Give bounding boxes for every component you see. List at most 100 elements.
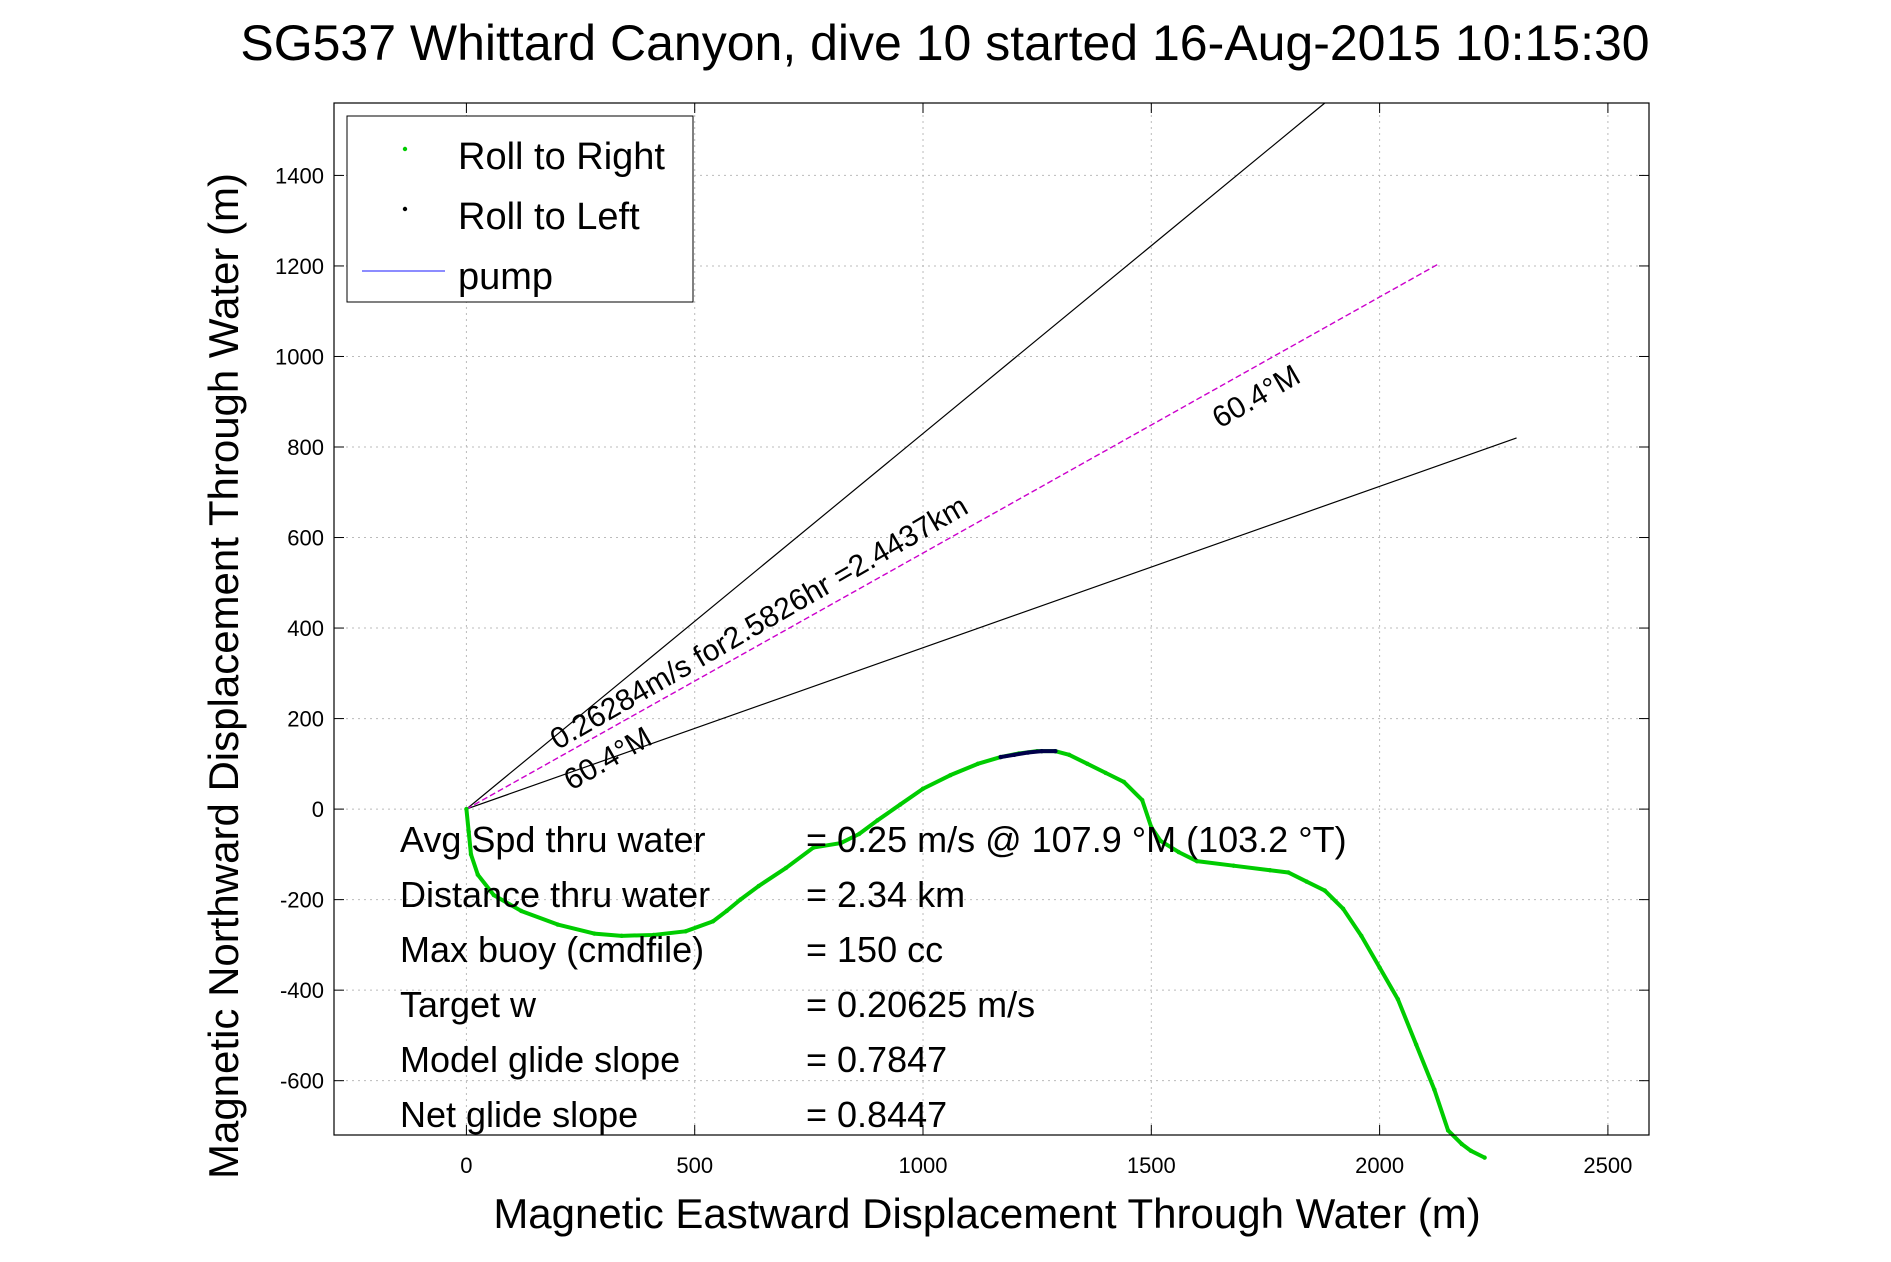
stat-label: Max buoy (cmdfile) xyxy=(400,929,704,970)
track-point-roll-left xyxy=(1053,748,1058,754)
track-point-roll-right xyxy=(875,818,880,823)
track-point-roll-right xyxy=(1267,868,1273,873)
stat-value: = 0.20625 m/s xyxy=(806,984,1035,1025)
ticks: 0 500 1000 1500 2000 2500 -600 -400 -200 0 200 400 6… xyxy=(275,103,1649,1178)
track-point-roll-right xyxy=(1468,1148,1474,1154)
track-point-roll-right xyxy=(1432,1087,1437,1092)
track-point-roll-right xyxy=(651,932,656,938)
track-point-roll-right xyxy=(1085,761,1090,767)
track-point-roll-right xyxy=(491,892,497,898)
stats-block: Avg Spd thru water = 0.25 m/s @ 107.9 °M … xyxy=(400,819,1347,1135)
x-tick-label: 0 xyxy=(460,1153,472,1178)
track-point-roll-right xyxy=(1304,879,1309,884)
x-tick-label: 2000 xyxy=(1355,1153,1404,1178)
x-axis-label: Magnetic Eastward Displacement Through W… xyxy=(493,1190,1480,1237)
track-point-roll-right xyxy=(920,786,926,791)
y-tick-label: 200 xyxy=(287,707,324,732)
legend-dot-swatch xyxy=(402,206,408,212)
legend: Roll to Right Roll to Left pump xyxy=(346,115,694,303)
plot-frame xyxy=(333,102,1650,1136)
track-point-roll-right xyxy=(724,908,729,914)
track-point-roll-right xyxy=(1459,1141,1464,1147)
track-point-roll-right xyxy=(592,931,597,936)
stat-label: Distance thru water xyxy=(400,874,710,915)
y-tick-label: 400 xyxy=(287,616,324,641)
track-point-roll-left xyxy=(1012,752,1017,757)
stat-value: = 2.34 km xyxy=(806,874,965,915)
track-point-roll-right xyxy=(710,919,716,924)
cone-upper-line xyxy=(466,102,1326,810)
y-tick-label: 1400 xyxy=(275,163,324,188)
track-point-roll-right xyxy=(464,806,469,812)
legend-dot-swatch xyxy=(402,146,408,152)
track-point-roll-right xyxy=(838,840,844,846)
y-tick-label: 1000 xyxy=(275,344,324,369)
y-tick-label: -400 xyxy=(280,978,324,1003)
x-tick-label: 500 xyxy=(676,1153,713,1178)
y-tick-label: 600 xyxy=(287,526,324,551)
track-point-roll-right xyxy=(468,852,474,857)
track-point-roll-left xyxy=(1025,750,1031,755)
track-point-roll-right xyxy=(1139,797,1145,803)
track-point-roll-right xyxy=(475,872,481,877)
y-tick-label: 800 xyxy=(287,435,324,460)
plot-area: 0.26284m/s for2.5826hr =2.4437km60.4°M60… xyxy=(275,102,1650,1178)
track-point-roll-right xyxy=(1482,1155,1487,1160)
cone-lower-line xyxy=(466,437,1517,810)
track-point-roll-right xyxy=(1359,933,1364,939)
track-point-roll-right xyxy=(1413,1042,1419,1047)
track-point-roll-right xyxy=(1149,825,1154,830)
stat-label: Net glide slope xyxy=(400,1094,638,1135)
track-point-roll-right xyxy=(1121,779,1127,785)
stat-value: = 0.25 m/s @ 107.9 °M (103.2 °T) xyxy=(806,819,1347,860)
track-point-roll-right xyxy=(1103,770,1108,776)
track-point-roll-right xyxy=(811,845,816,850)
x-tick-label: 1500 xyxy=(1127,1153,1176,1178)
y-tick-label: -600 xyxy=(280,1069,324,1094)
track-point-roll-right xyxy=(1176,849,1181,855)
track-point-roll-right xyxy=(1340,906,1346,911)
track-point-roll-right xyxy=(975,761,981,767)
y-tick-label: 0 xyxy=(312,797,324,822)
track-point-roll-right xyxy=(1445,1128,1451,1133)
stat-value: = 150 cc xyxy=(806,929,943,970)
track-point-roll-right xyxy=(683,929,688,934)
track-point-roll-left xyxy=(1039,748,1044,754)
track-point-roll-right xyxy=(1158,838,1163,843)
stat-value: = 0.7847 xyxy=(806,1039,947,1080)
y-axis-label: Magnetic Northward Displacement Through … xyxy=(200,173,247,1179)
series xyxy=(464,748,1487,1160)
grid xyxy=(334,103,1649,1135)
stat-label: Target w xyxy=(400,984,537,1025)
stat-label: Avg Spd thru water xyxy=(400,819,706,860)
stat-value: = 0.8447 xyxy=(806,1094,947,1135)
legend-label: Roll to Right xyxy=(458,136,665,178)
track-point-roll-right xyxy=(555,922,560,927)
x-tick-label: 1000 xyxy=(899,1153,948,1178)
heading-line xyxy=(466,263,1440,810)
track-point-roll-right xyxy=(619,933,624,939)
track-point-roll-right xyxy=(1231,863,1236,868)
y-tick-label: -200 xyxy=(280,888,324,913)
chart-title: SG537 Whittard Canyon, dive 10 started 1… xyxy=(240,15,1649,71)
track-point-roll-right xyxy=(519,908,524,914)
x-tick-label: 2500 xyxy=(1583,1153,1632,1178)
track-point-roll-right xyxy=(756,883,761,889)
stat-label: Model glide slope xyxy=(400,1039,680,1080)
guide-lines xyxy=(466,102,1517,810)
legend-label: Roll to Left xyxy=(458,196,640,238)
track-point-roll-right xyxy=(738,897,743,902)
legend-label: pump xyxy=(458,256,553,298)
track-point-roll-right xyxy=(783,865,789,871)
track-point-roll-right xyxy=(1194,858,1200,864)
track-point-roll-right xyxy=(1066,752,1072,757)
track-point-roll-right xyxy=(948,772,953,778)
track-point-roll-right xyxy=(897,802,903,807)
y-tick-label: 1200 xyxy=(275,254,324,279)
track-point-roll-right xyxy=(1322,888,1328,893)
track-point-roll-right xyxy=(1377,965,1382,970)
track-point-roll-right xyxy=(1286,870,1291,875)
track-point-roll-left xyxy=(998,754,1003,760)
track-point-roll-right xyxy=(856,831,862,837)
